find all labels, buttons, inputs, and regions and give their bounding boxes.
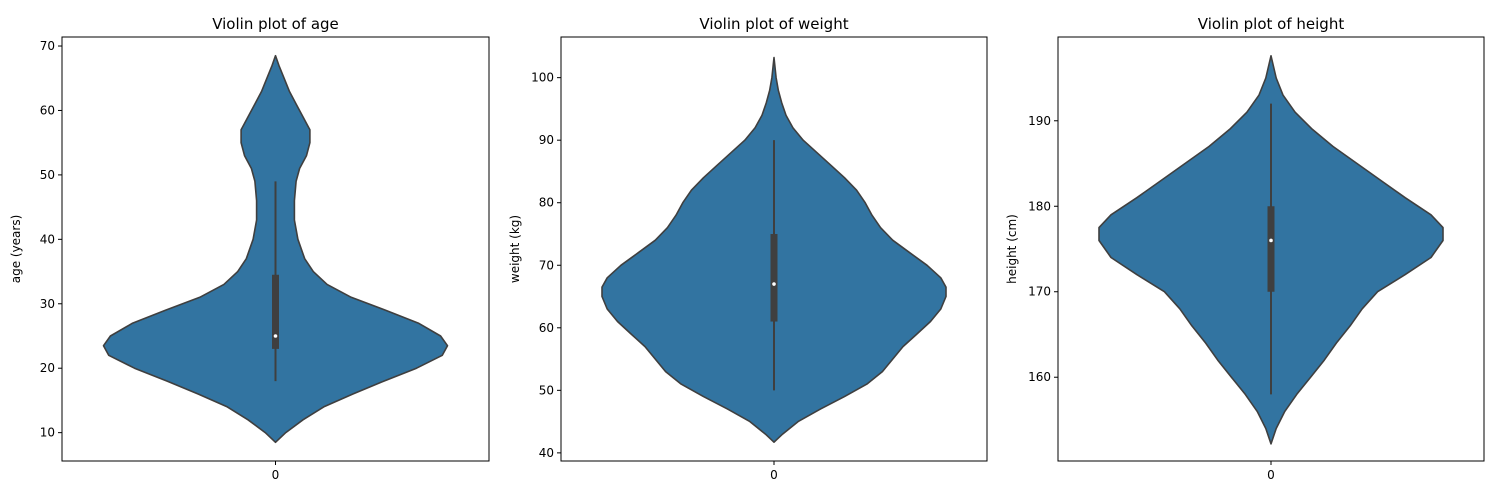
y-axis-label: weight (kg) (508, 215, 522, 283)
iqr-box (272, 274, 279, 349)
y-tick-label: 170 (1028, 285, 1051, 299)
y-tick-label: 20 (40, 361, 55, 375)
y-tick-label: 90 (539, 133, 554, 147)
chart-title: Violin plot of weight (699, 15, 848, 33)
chart-title: Violin plot of height (1198, 15, 1345, 33)
subplot-2: 160 170 180 190 0 Violin plot of height height… (1005, 15, 1485, 482)
y-tick-label: 190 (1028, 114, 1051, 128)
y-tick-label: 50 (40, 168, 55, 182)
y-tick-label: 160 (1028, 370, 1051, 384)
y-tick-label: 60 (539, 321, 554, 335)
y-tick-label: 100 (531, 71, 554, 85)
y-tick-label: 40 (539, 446, 554, 460)
subplot-0: 10 20 30 40 50 60 70 0 Violin plot of age age (ye… (9, 15, 490, 482)
y-tick-label: 60 (40, 103, 55, 117)
y-tick-label: 30 (40, 297, 55, 311)
x-tick-label: 0 (272, 468, 280, 482)
median-dot (273, 334, 278, 338)
subplot-1: 40 50 60 70 80 90 100 0 Violin plot of weight wei… (508, 15, 988, 482)
y-tick-label: 70 (539, 258, 554, 272)
x-tick-label: 0 (1267, 468, 1275, 482)
y-axis-label: age (years) (9, 215, 23, 284)
x-tick-label: 0 (770, 468, 778, 482)
iqr-box (1267, 206, 1275, 292)
y-axis-label: height (cm) (1005, 214, 1019, 284)
y-tick-label: 180 (1028, 199, 1051, 213)
y-tick-label: 70 (40, 39, 55, 53)
chart-title: Violin plot of age (212, 15, 339, 33)
median-dot (772, 282, 776, 286)
y-tick-label: 10 (40, 426, 55, 440)
median-dot (1269, 238, 1273, 243)
y-tick-label: 50 (539, 383, 554, 397)
y-tick-label: 80 (539, 196, 554, 210)
iqr-box (770, 233, 778, 322)
y-tick-label: 40 (40, 232, 55, 246)
